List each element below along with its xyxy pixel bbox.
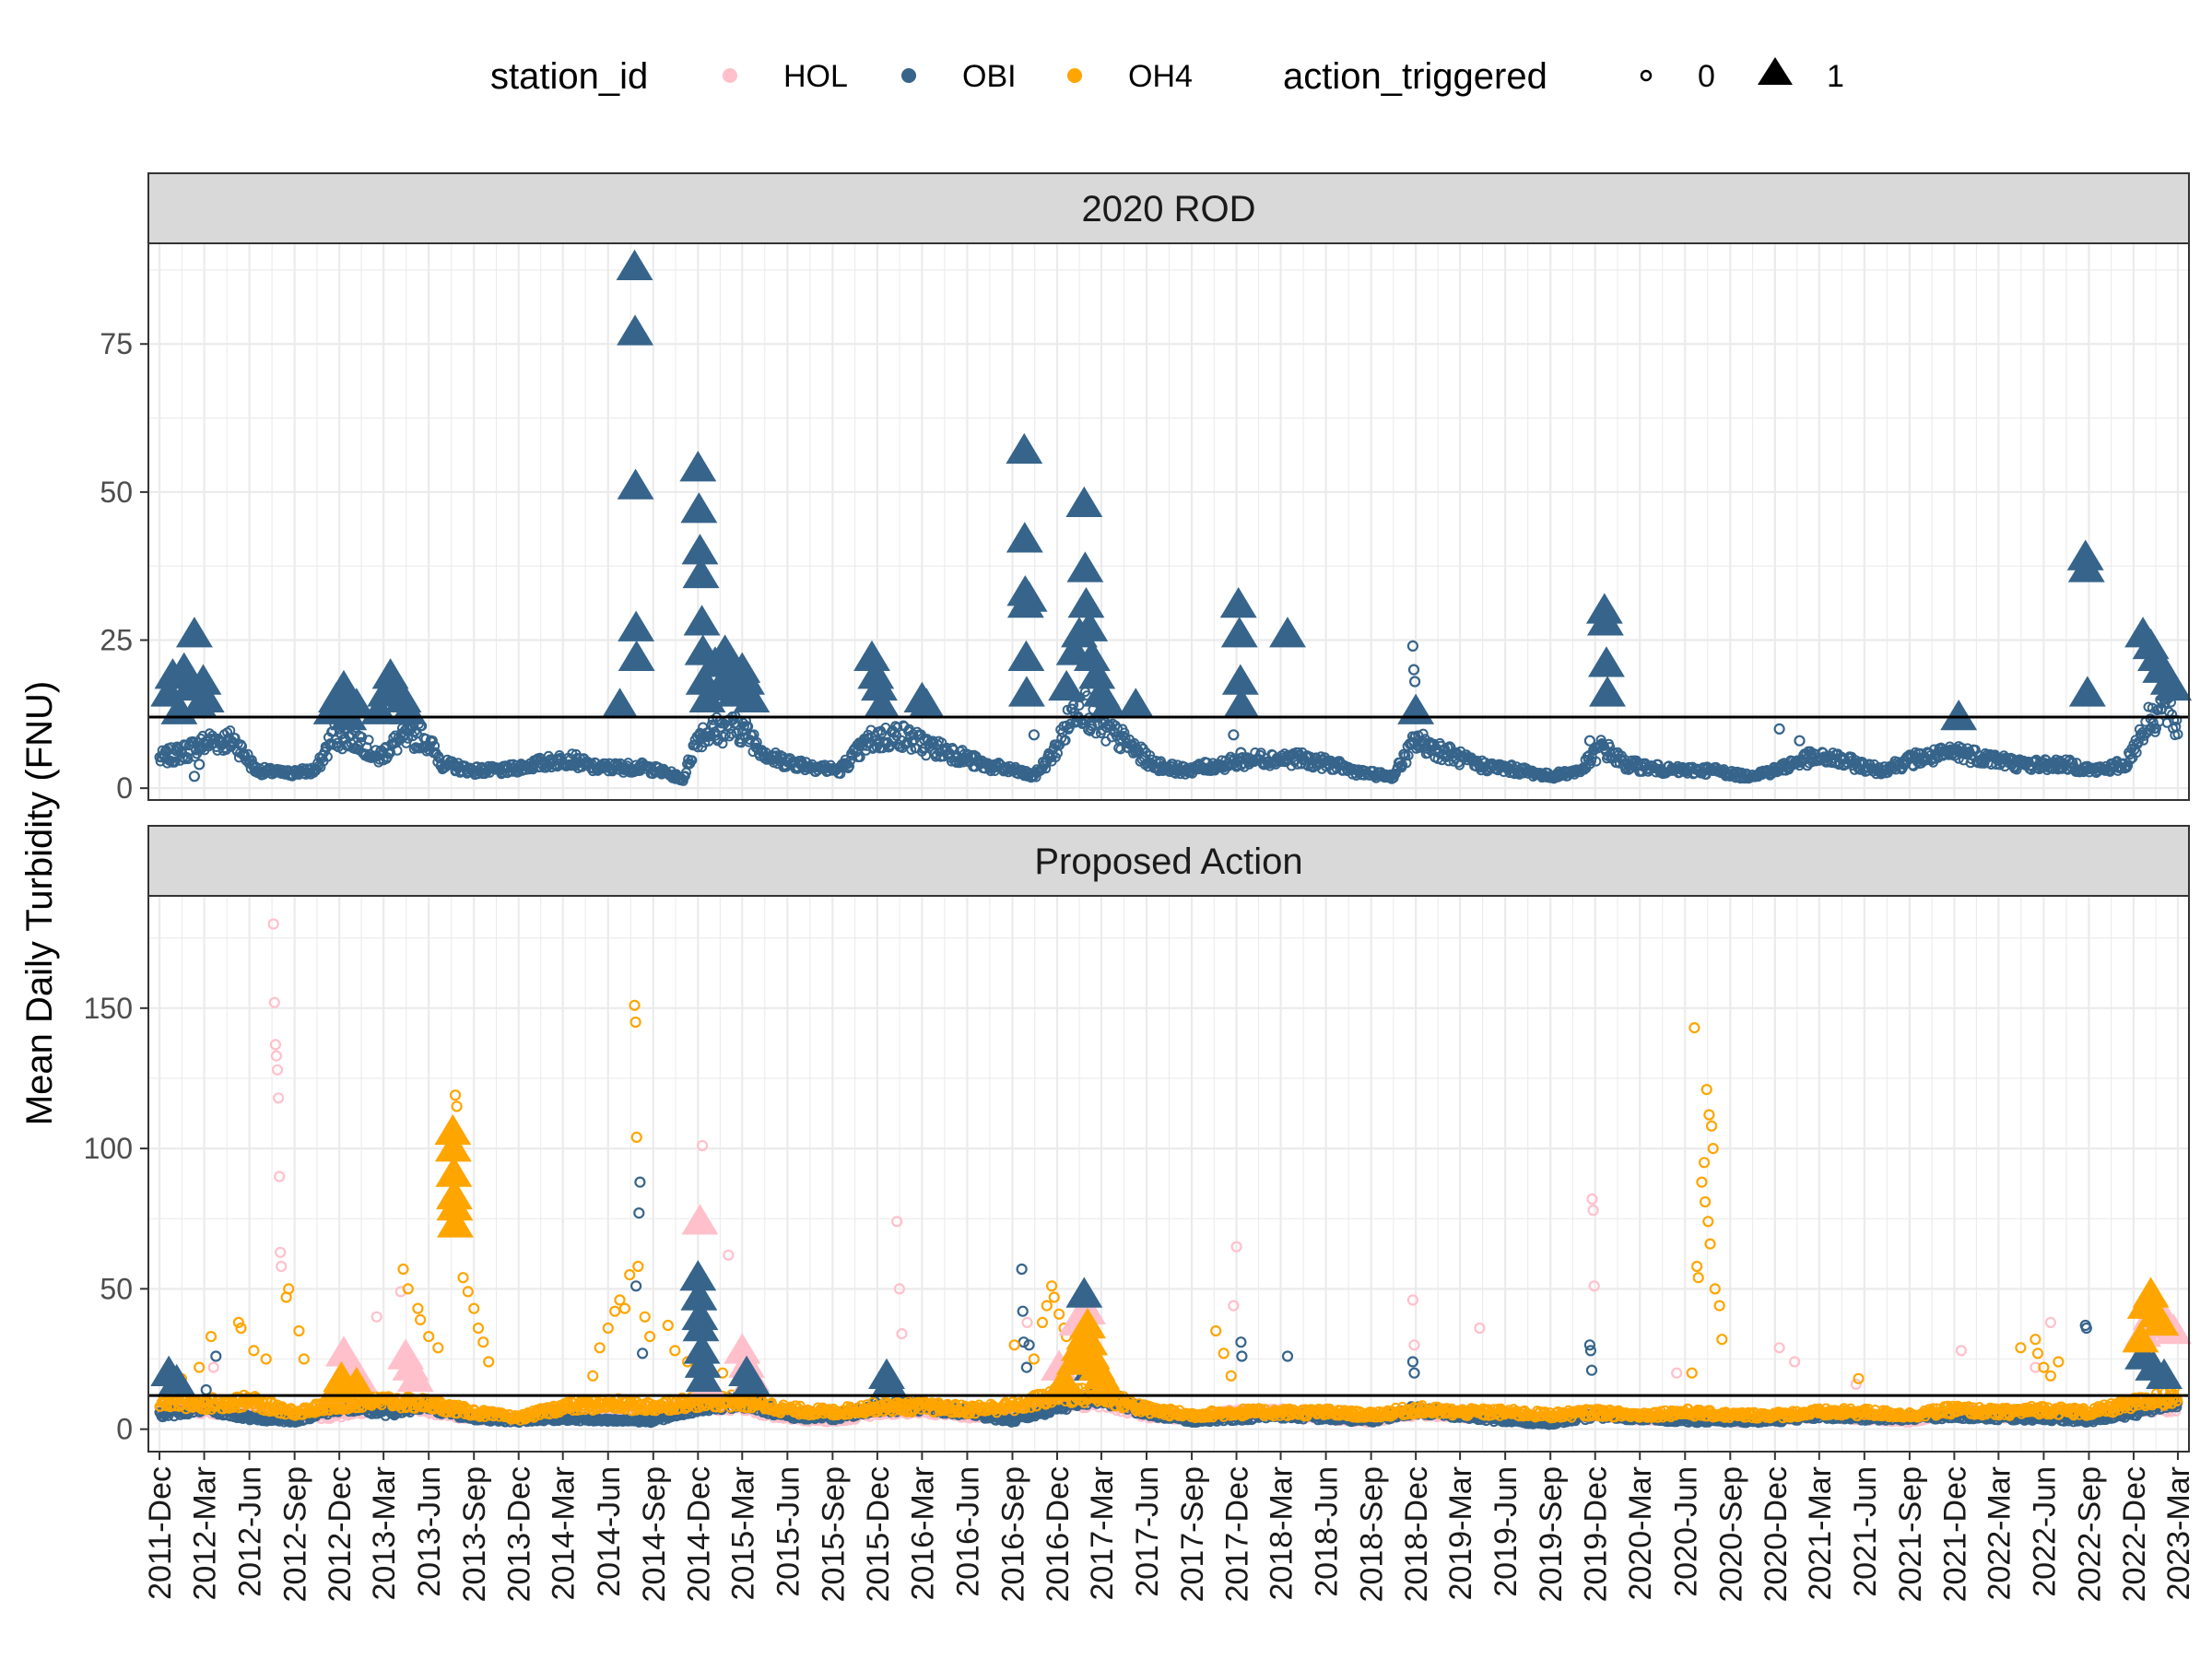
legend-symbol-oh4 — [1067, 68, 1082, 83]
data-point — [178, 752, 189, 763]
panel-grid-2020-rod — [148, 243, 2189, 800]
legend-title-station: station_id — [490, 56, 648, 97]
data-point — [229, 733, 241, 744]
legend-symbol-hol — [723, 68, 737, 83]
legend-label-hol: HOL — [783, 59, 848, 94]
data-point — [403, 733, 414, 744]
data-point — [677, 775, 688, 786]
data-point — [221, 745, 231, 755]
data-point — [692, 742, 703, 753]
legend-key-obi: OBI — [901, 59, 1017, 94]
series-obi-daily — [154, 687, 2183, 786]
data-point — [722, 720, 733, 731]
data-point — [854, 752, 865, 762]
data-point — [1255, 747, 1266, 759]
data-point — [409, 726, 420, 737]
legend-label-action-0: 0 — [1698, 59, 1715, 94]
data-point — [427, 735, 438, 747]
panel-title-2020-rod: 2020 ROD — [1082, 189, 1256, 229]
y-tick-label: 25 — [100, 624, 133, 657]
data-point — [743, 721, 754, 732]
legend: station_id HOL OBI OH4 action_triggered … — [490, 56, 1844, 97]
legend-label-oh4: OH4 — [1128, 59, 1193, 94]
legend-key-hol: HOL — [723, 59, 848, 94]
data-point — [892, 722, 903, 733]
legend-key-action-0: 0 — [1640, 59, 1715, 94]
data-point — [1135, 741, 1147, 752]
legend-symbol-triangle — [1758, 57, 1793, 85]
data-point — [1041, 763, 1052, 774]
data-point — [322, 751, 333, 762]
y-axis-ticks-2020-rod: 0 25 50 75 — [100, 327, 148, 805]
legend-key-action-1: 1 — [1758, 57, 1844, 94]
legend-label-obi: OBI — [962, 59, 1017, 94]
data-point — [401, 737, 412, 748]
y-tick-label: 0 — [116, 771, 133, 805]
panel-2020-rod: 2020 ROD 0 25 50 75 — [100, 172, 2193, 805]
data-point — [1119, 727, 1130, 738]
legend-label-action-1: 1 — [1827, 59, 1844, 94]
data-point — [363, 735, 374, 746]
panel-marks-2020-rod — [150, 249, 2193, 786]
data-point — [751, 736, 762, 747]
data-point — [732, 720, 743, 731]
data-point — [687, 755, 698, 766]
data-point — [392, 745, 403, 756]
legend-title-action: action_triggered — [1283, 56, 1547, 97]
y-tick-label: 75 — [100, 327, 133, 360]
data-point — [1060, 735, 1071, 746]
data-point — [921, 750, 932, 761]
data-point — [1065, 718, 1076, 729]
data-point — [717, 738, 728, 749]
legend-key-oh4: OH4 — [1067, 59, 1193, 94]
data-point — [1068, 700, 1079, 711]
legend-symbol-circle — [1640, 69, 1653, 82]
data-point — [170, 756, 181, 767]
panel-strip-2020-rod — [147, 172, 2190, 244]
data-point — [447, 756, 458, 767]
y-tick-label: 50 — [100, 476, 133, 509]
legend-symbol-obi — [901, 68, 916, 83]
data-point — [844, 761, 854, 772]
y-axis-title: Mean Daily Turbidity (FNU) — [19, 681, 60, 1125]
panel-title-proposed-action: Proposed Action — [1034, 841, 1302, 882]
